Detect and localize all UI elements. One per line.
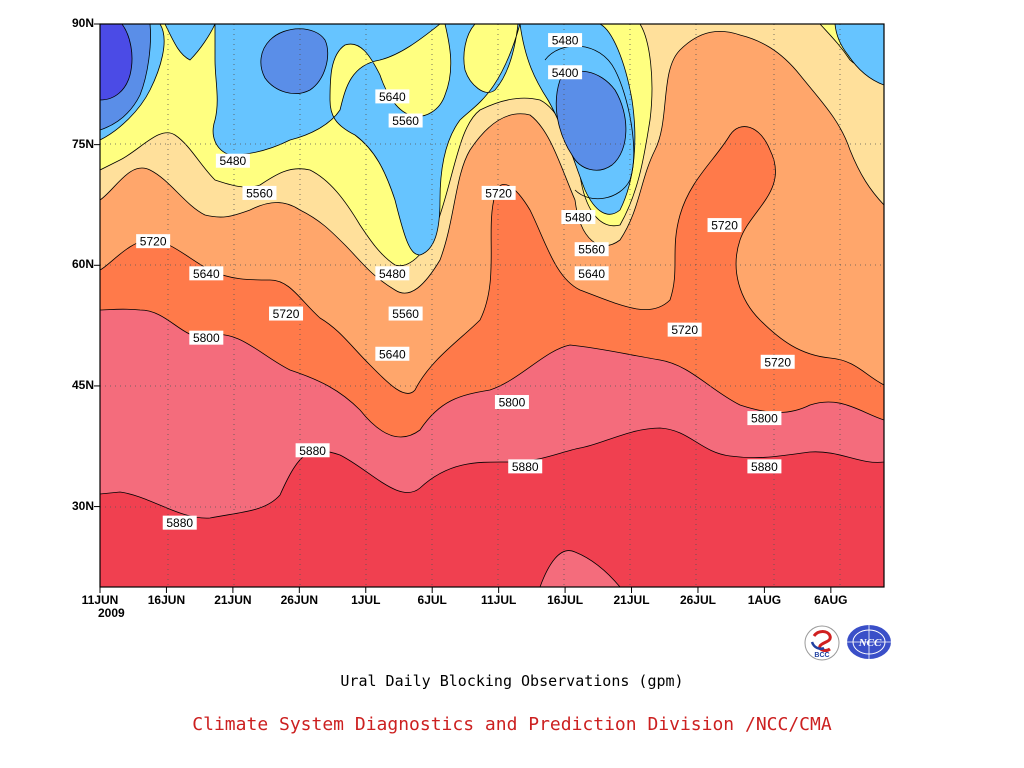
contour-label: 5640 xyxy=(578,267,605,281)
y-tick-label: 45N xyxy=(71,377,94,392)
band-5400 xyxy=(100,24,627,171)
contour-label: 5480 xyxy=(220,154,247,168)
x-tick-label: 1JUL xyxy=(351,593,381,607)
contour-label: 5560 xyxy=(246,186,273,200)
contour-label: 5480 xyxy=(565,211,592,225)
contour-label: 5640 xyxy=(379,347,406,361)
contour-label-bg xyxy=(189,266,224,281)
svg-text:BCC: BCC xyxy=(814,652,829,659)
year-label: 2009 xyxy=(98,606,125,620)
band-5880-bottom-blob xyxy=(539,550,621,587)
bcc-logo: BCC xyxy=(804,625,840,661)
contour-label-bg xyxy=(747,411,782,426)
tick-marks xyxy=(94,23,832,593)
x-tick-label: 11JUL xyxy=(480,593,517,607)
x-tick-label: 11JUN xyxy=(81,593,119,607)
contour-label-bg xyxy=(242,185,277,200)
contour-label-bg xyxy=(548,65,583,80)
contour-label: 5720 xyxy=(273,307,300,321)
y-tick-label: 30N xyxy=(71,498,94,513)
contour-label-bg xyxy=(295,443,330,458)
contour-labels: 5480 5400 5640 5560 5480 5560 5720 5480 5560 5720… xyxy=(136,33,795,530)
chart-credit: Climate System Diagnostics and Predictio… xyxy=(192,714,832,735)
contour-label-bg xyxy=(375,266,410,281)
contour-label-bg xyxy=(574,242,609,257)
x-tick-label: 1AUG xyxy=(747,593,782,607)
x-tick-label: 26JUN xyxy=(280,593,318,607)
contour-label-bg xyxy=(707,218,742,233)
contour-label-bg xyxy=(215,153,250,168)
x-tick-label: 21JUN xyxy=(214,593,252,607)
contour-label: 5800 xyxy=(193,331,220,345)
ncc-logo: NCC xyxy=(847,625,891,659)
x-tick-label: 16JUL xyxy=(547,593,584,607)
contour-label: 5480 xyxy=(379,267,406,281)
band-below-5400 xyxy=(100,24,133,101)
contour-label: 5880 xyxy=(751,460,778,474)
x-tick-label: 6AUG xyxy=(814,593,848,607)
grid xyxy=(100,24,884,587)
contour-label-bg xyxy=(548,33,583,48)
x-tick-label: 26JUL xyxy=(679,593,716,607)
y-tick-label: 60N xyxy=(71,257,94,272)
contour-label: 5640 xyxy=(193,267,220,281)
contour-label-bg xyxy=(269,306,304,321)
contour-label-bg xyxy=(136,234,171,249)
contour-label-bg xyxy=(494,395,529,410)
contour-label: 5880 xyxy=(299,444,326,458)
contour-label: 5560 xyxy=(392,114,419,128)
contour-label: 5640 xyxy=(379,90,406,104)
contour-label-bg xyxy=(388,306,423,321)
filled-contours xyxy=(100,24,884,587)
contour-label: 5800 xyxy=(751,412,778,426)
x-tick-label: 6JUL xyxy=(417,593,447,607)
contour-label-bg xyxy=(162,515,197,530)
contour-label: 5720 xyxy=(140,235,167,249)
contour-label-bg xyxy=(667,322,702,337)
svg-text:NCC: NCC xyxy=(858,637,882,649)
contour-label: 5880 xyxy=(512,460,539,474)
contour-label: 5880 xyxy=(166,516,193,530)
contour-plot: 5480 5400 5640 5560 5480 5560 5720 5480 5560 5720… xyxy=(94,23,885,593)
contour-label: 5720 xyxy=(764,355,791,369)
contour-label-bg xyxy=(760,354,795,369)
x-tick-label: 16JUN xyxy=(147,593,186,607)
contour-label: 5800 xyxy=(499,396,526,410)
contour-label-bg xyxy=(481,185,516,200)
chart-caption: Ural Daily Blocking Observations (gpm) xyxy=(340,672,684,690)
contour-label-bg xyxy=(574,266,609,281)
contour-label: 5560 xyxy=(578,243,605,257)
contour-label: 5560 xyxy=(392,307,419,321)
contour-label: 5400 xyxy=(552,66,579,80)
y-tick-label: 75N xyxy=(71,136,94,151)
contour-label-bg xyxy=(375,346,410,361)
x-tick-label: 21JUL xyxy=(613,593,650,607)
contour-label-bg xyxy=(189,330,224,345)
contour-label: 5720 xyxy=(711,219,738,233)
y-tick-label: 90N xyxy=(71,16,94,30)
plot-frame xyxy=(99,23,885,588)
contour-label: 5720 xyxy=(671,323,698,337)
contour-label-bg xyxy=(388,113,423,128)
contour-label-bg xyxy=(375,89,410,104)
contour-label: 5720 xyxy=(485,186,512,200)
contour-label: 5480 xyxy=(552,34,579,48)
contour-label-bg xyxy=(508,459,543,474)
contour-label-bg xyxy=(561,210,596,225)
contour-label-bg xyxy=(747,459,782,474)
